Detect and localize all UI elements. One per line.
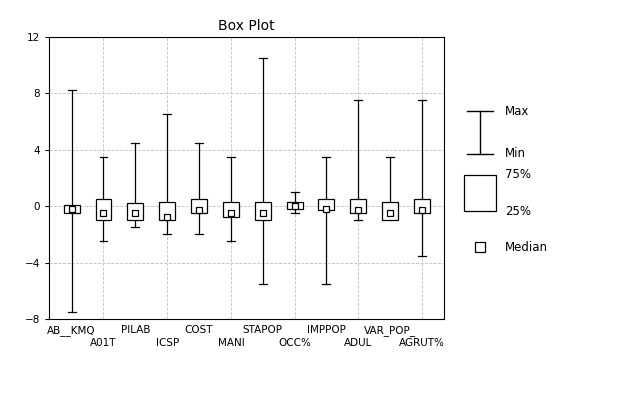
Bar (287, 202, 302, 209)
Bar (64, 205, 80, 213)
Text: AGRUT%: AGRUT% (399, 338, 445, 348)
Bar (382, 202, 398, 220)
Text: Min: Min (505, 147, 526, 160)
Text: MANI: MANI (218, 338, 244, 348)
Text: ADUL: ADUL (344, 338, 373, 348)
Bar (159, 202, 175, 220)
Text: OCC%: OCC% (278, 338, 311, 348)
Text: AB__KMQ: AB__KMQ (48, 325, 96, 335)
Text: 75%: 75% (505, 169, 531, 181)
Title: Box Plot: Box Plot (218, 19, 275, 33)
Text: Median: Median (505, 241, 549, 254)
Bar (414, 199, 430, 213)
Bar (350, 199, 366, 213)
Text: ICSP: ICSP (155, 338, 179, 348)
Text: Max: Max (505, 105, 530, 117)
Text: COST: COST (184, 325, 213, 335)
Text: 25%: 25% (505, 204, 531, 218)
Bar (255, 202, 271, 220)
Text: VAR_POP_: VAR_POP_ (364, 325, 416, 335)
Text: IMPPOP: IMPPOP (307, 325, 346, 335)
Text: PILAB: PILAB (120, 325, 150, 335)
Text: STAPOP: STAPOP (242, 325, 283, 335)
Text: A01T: A01T (90, 338, 117, 348)
Bar (127, 203, 143, 220)
Bar (318, 199, 334, 210)
Bar (223, 202, 239, 218)
Bar (191, 199, 207, 213)
Bar (464, 175, 497, 211)
Bar (96, 199, 112, 220)
